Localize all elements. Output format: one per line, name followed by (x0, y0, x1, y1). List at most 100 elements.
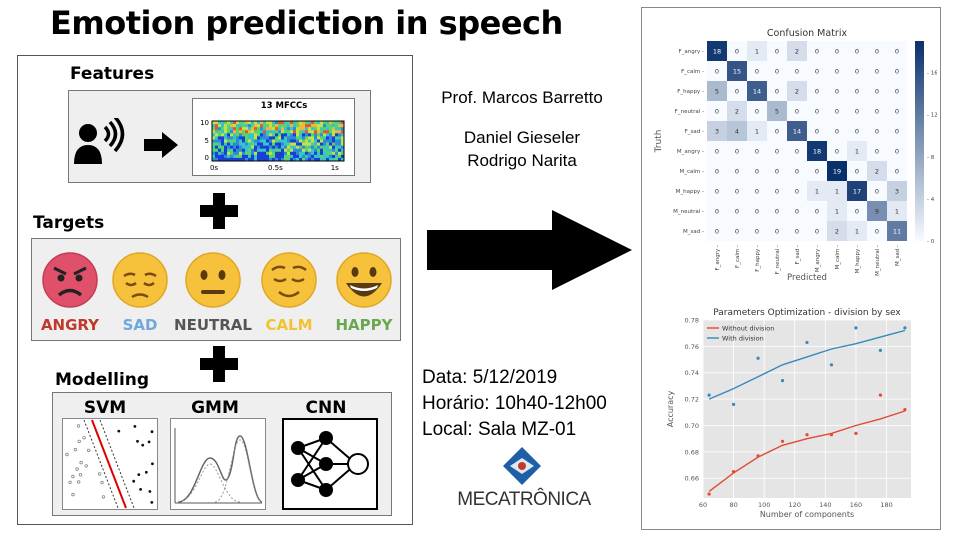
cm-cell (747, 221, 767, 241)
student-name-2: Rodrigo Narita (467, 151, 577, 170)
opt-point (756, 454, 760, 458)
cm-cell (847, 101, 867, 121)
cm-cell (787, 161, 807, 181)
cm-cell (867, 41, 887, 61)
cm-cell-label: 0 (755, 208, 759, 216)
opt-xlabel: Number of components (760, 510, 854, 519)
mfcc-y-tick: 5 (205, 137, 209, 145)
mfcc-heatmap: 10 5 00s 0.5s 1s (200, 119, 345, 172)
cm-cell-label: 0 (835, 108, 839, 116)
cm-cell (827, 121, 847, 141)
cm-cell-label: 1 (815, 188, 819, 196)
cm-cell-label: 0 (875, 188, 879, 196)
opt-point (805, 433, 809, 437)
cm-cell (807, 221, 827, 241)
neutral-face-icon (185, 252, 241, 308)
opt-point (854, 326, 858, 330)
mfcc-x-tick: 0s (210, 164, 218, 172)
cm-cell-label: 0 (715, 168, 719, 176)
cm-cell (787, 61, 807, 81)
opt-y-tick: 0.74 (685, 369, 699, 377)
features-label: Features (70, 64, 155, 84)
cm-cell-label: 0 (815, 88, 819, 96)
opt-point (780, 439, 785, 443)
cm-cell (807, 141, 827, 161)
opt-series-line (708, 329, 906, 400)
cm-cell-label: 5 (715, 88, 719, 96)
cm-cell-label: 19 (833, 168, 841, 176)
cm-x-tick: M_calm - (835, 245, 841, 270)
cm-cell-label: 0 (855, 68, 859, 76)
cm-cell-label: 0 (755, 188, 759, 196)
opt-y-tick: 0.78 (685, 317, 699, 325)
cm-cell-label: 5 (775, 108, 779, 116)
cm-cell (787, 201, 807, 221)
mfcc-y-tick: 10 (200, 119, 209, 127)
cm-cell (727, 81, 747, 101)
cm-cell-label: 0 (815, 108, 819, 116)
cm-cell (787, 141, 807, 161)
cm-cell-label: 0 (775, 88, 779, 96)
cm-cell (887, 221, 907, 241)
gmm-label: GMM (191, 398, 239, 418)
cm-cell-label: 0 (775, 148, 779, 156)
cm-cell-label: 0 (895, 168, 899, 176)
cm-cell-label: 0 (815, 208, 819, 216)
cm-cell (867, 161, 887, 181)
cm-cell-label: 0 (735, 208, 739, 216)
cm-cell (707, 81, 727, 101)
cm-x-tick: F_happy - (755, 245, 761, 272)
cm-cell-label: 9 (875, 208, 879, 216)
cm-y-tick: M_sad - (683, 229, 704, 235)
cm-x-tick: F_calm - (735, 245, 741, 268)
cm-x-tick: M_angry - (815, 245, 821, 272)
cm-cell-label: 0 (875, 128, 879, 136)
cm-cell (887, 101, 907, 121)
opt-point (780, 379, 785, 383)
cm-cell (847, 221, 867, 241)
cm-cell (807, 161, 827, 181)
mecatronica-logo-icon (503, 447, 541, 485)
opt-point (707, 393, 711, 397)
cm-x-tick: F_sad - (795, 245, 801, 264)
cm-cell (727, 221, 747, 241)
cm-cell-label: 0 (795, 108, 799, 116)
cm-cell-label: 0 (835, 88, 839, 96)
cm-cell (827, 61, 847, 81)
emotion-label-calm: CALM (265, 316, 313, 334)
arrow-right-icon (144, 132, 178, 158)
cm-cell-label: 18 (813, 148, 821, 156)
cm-cell (827, 221, 847, 241)
cm-cell (767, 181, 787, 201)
cm-cell-label: 0 (815, 168, 819, 176)
opt-x-tick: 120 (789, 501, 801, 509)
cm-cell (827, 161, 847, 181)
cm-y-tick: M_neutral - (673, 209, 704, 215)
svm-diagram (62, 418, 158, 510)
cm-cell-label: 0 (855, 88, 859, 96)
cm-cell (787, 81, 807, 101)
opt-point (756, 356, 760, 360)
cm-cell (727, 61, 747, 81)
cm-cell (727, 121, 747, 141)
opt-plot-area (703, 320, 911, 498)
cm-cell (807, 61, 827, 81)
cm-cell (827, 201, 847, 221)
gmm-diagram (170, 418, 266, 510)
cm-cell (867, 201, 887, 221)
cm-cell (827, 41, 847, 61)
cm-y-tick: F_angry - (678, 49, 704, 55)
cm-cell-label: 0 (795, 208, 799, 216)
modelling-label: Modelling (55, 370, 150, 390)
cm-cell (807, 41, 827, 61)
cm-cell-label: 3 (895, 188, 899, 196)
cm-cell-label: 0 (755, 108, 759, 116)
cm-cell-label: 0 (795, 188, 799, 196)
cm-cell-label: 0 (795, 228, 799, 236)
cm-cell-label: 1 (855, 148, 859, 156)
cm-cell-label: 0 (895, 88, 899, 96)
cm-cell (727, 101, 747, 121)
cm-y-tick: M_calm - (679, 169, 704, 175)
opt-y-tick: 0.76 (685, 343, 699, 351)
